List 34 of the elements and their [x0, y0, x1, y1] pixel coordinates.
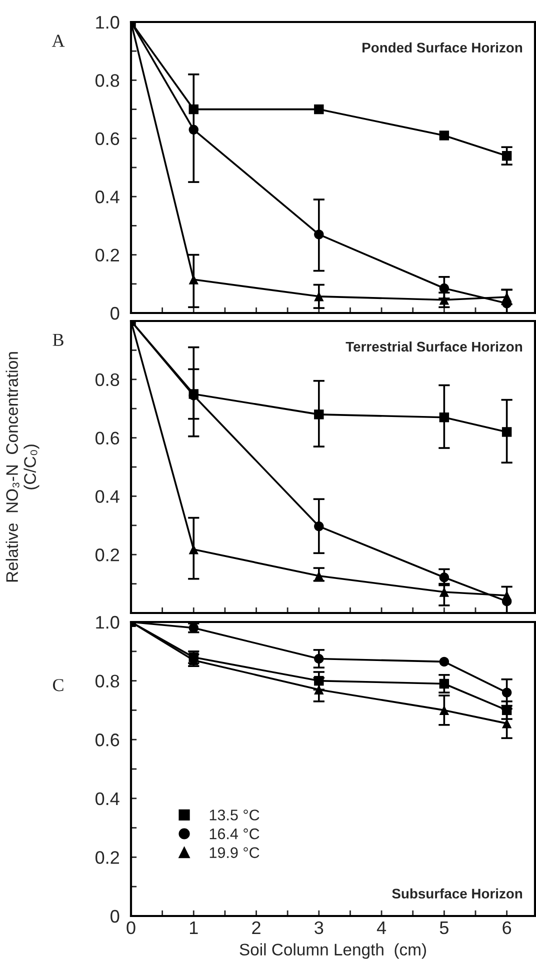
- y-tick-label: 0.6: [95, 132, 120, 146]
- text: A: [52, 34, 65, 47]
- legend-label: 13.5 °C: [210, 810, 260, 820]
- x-tick-label: 4: [376, 922, 386, 934]
- y-tick-label: 0.6: [95, 734, 120, 746]
- y-tick-label: 0.4: [95, 490, 120, 503]
- text: C: [53, 679, 64, 692]
- y-axis-title: Relative NO₃-N Concentration (C/C₀): [6, 352, 40, 582]
- y-tick-label: 0: [110, 910, 120, 923]
- y-tick-label: 0.8: [95, 373, 120, 386]
- x-tick-label: 0: [126, 921, 136, 934]
- legend-label: 16.4 °C: [210, 828, 260, 840]
- x-tick-label: 3: [314, 921, 324, 934]
- y-tick-label: 0.4: [95, 792, 120, 806]
- y-tick-label: 0.2: [95, 548, 119, 562]
- text: Ponded Surface Horizon: [362, 42, 522, 53]
- x-tick-label: 2: [252, 921, 260, 934]
- y-tick-label: 0.2: [95, 248, 119, 262]
- x-tick-label: 1: [190, 922, 198, 934]
- y-tick-label: 0.4: [95, 190, 120, 204]
- y-tick-label: 0.2: [95, 851, 119, 864]
- x-tick-label: 6: [502, 921, 512, 934]
- legend-label: 19.9 °C: [210, 847, 260, 858]
- text: Subsurface Horizon: [392, 888, 522, 899]
- y-tick-label: 0.8: [95, 74, 120, 87]
- x-tick-label: 5: [440, 922, 448, 934]
- y-tick-label: 0.6: [95, 432, 120, 445]
- y-tick-label: 0.8: [95, 674, 120, 688]
- x-axis-title: Soil Column Length (cm): [240, 943, 426, 959]
- text: Terrestrial Surface Horizon: [346, 341, 522, 352]
- y-tick-label: 1.0: [96, 616, 120, 629]
- y-tick-label: 0: [110, 306, 120, 320]
- text: B: [52, 334, 64, 346]
- y-tick-label: 1.0: [96, 16, 120, 29]
